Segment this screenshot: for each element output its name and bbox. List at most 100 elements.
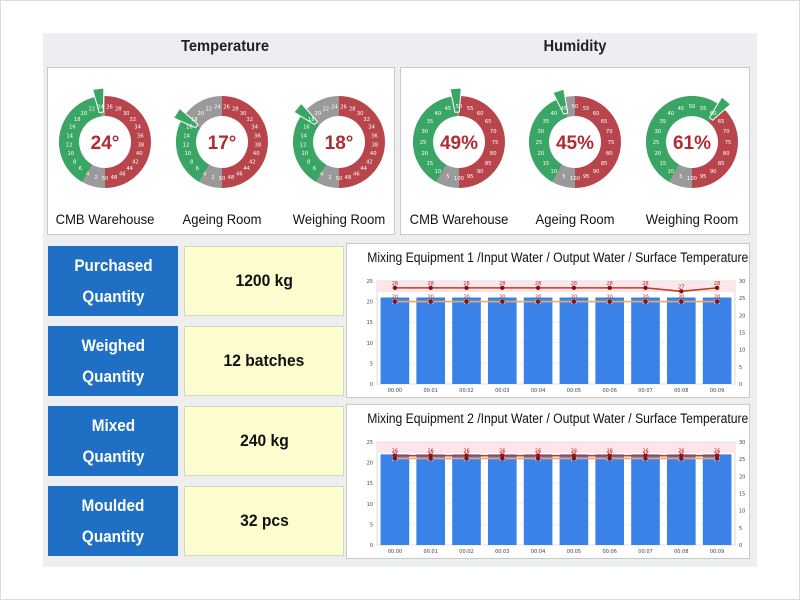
gauge-scale-label: 18 <box>308 117 315 123</box>
bar <box>452 454 481 545</box>
gauge-scale-label: 40 <box>136 151 143 157</box>
bar <box>380 454 410 545</box>
gauge-scale-label: 60 <box>710 111 717 117</box>
gauge-scale-label: 25 <box>536 140 543 146</box>
series-point <box>571 456 577 461</box>
series-point <box>428 299 433 304</box>
bar <box>380 297 410 384</box>
series-point <box>535 285 541 291</box>
point-value-label: 28 <box>463 281 469 287</box>
kpi-label-mixed: Mixed Quantity <box>48 406 178 476</box>
gauge-label: CMB Warehouse <box>55 211 155 227</box>
gauge-scale-label: 85 <box>601 161 608 167</box>
x-tick-label: 00:02 <box>459 549 473 555</box>
point-value-label: 28 <box>392 281 398 287</box>
series-point <box>500 285 505 291</box>
gauge-scale-label: 2 <box>211 175 214 181</box>
x-tick-label: 00:09 <box>710 388 724 394</box>
point-value-label: 26 <box>642 449 648 455</box>
bar <box>559 297 589 384</box>
x-tick-label: 00:07 <box>638 549 652 555</box>
gauge-scale-label: 90 <box>710 169 717 175</box>
point-value-label: 27 <box>678 284 684 290</box>
gauge-scale-label: 40 <box>668 111 675 117</box>
gauge-scale-label: 55 <box>700 106 707 112</box>
gauge-pointer <box>293 102 318 126</box>
gauge-scale-label: 16 <box>186 125 193 131</box>
gauge-label: Ageing Room <box>182 211 262 227</box>
gauge-scale-label: 45 <box>678 106 685 112</box>
gauge-scale-label: 20 <box>315 111 322 117</box>
gauge-scale-label: 85 <box>485 161 492 167</box>
gauge-scale-label: 35 <box>427 119 434 125</box>
chart-mixing-1: Mixing Equipment 1 /Input Water / Output… <box>346 243 750 398</box>
kpi-value-text: 240 kg <box>239 431 289 450</box>
gauge-center <box>434 117 484 167</box>
gauge-scale-label: 46 <box>353 172 360 178</box>
gauge-scale-label: 26 <box>106 104 113 110</box>
gauge-scale-label: 30 <box>240 111 247 117</box>
gauge-scale-label: 80 <box>606 151 613 157</box>
y2-tick-label: 0 <box>739 382 742 388</box>
kpi-value-moulded: 32 pcs <box>184 486 344 556</box>
gauge-scale-label: 35 <box>660 119 667 125</box>
gauge-scale-label: 2 <box>328 175 331 181</box>
y-tick-label: 10 <box>367 502 373 508</box>
kpi-value-text: 1200 kg <box>235 271 293 290</box>
gauge-label: Weighing Room <box>292 211 386 227</box>
gauge-scale-label: 70 <box>606 129 613 135</box>
x-tick-label: 00:02 <box>459 388 473 394</box>
y2-tick-label: 25 <box>739 457 745 463</box>
y2-tick-label: 30 <box>739 440 745 446</box>
temperature-title: Temperature <box>180 38 270 55</box>
gauge-scale-label: 90 <box>477 169 484 175</box>
point-value-label: 20 <box>571 295 577 301</box>
bar <box>523 297 553 384</box>
gauge-scale-label: 36 <box>137 133 144 139</box>
gauge-scale-label: 10 <box>668 169 675 175</box>
x-tick-label: 00:00 <box>388 388 402 394</box>
bar <box>666 297 696 384</box>
y2-tick-label: 10 <box>739 348 745 354</box>
series-point <box>679 456 684 461</box>
gauge-scale-label: 46 <box>119 172 126 178</box>
kpi-label-line2: Quantity <box>81 367 145 386</box>
gauge-scale-label: 12 <box>300 142 307 148</box>
gauge-scale-label: 95 <box>700 174 707 180</box>
bar <box>595 454 625 545</box>
gauge-scale-label: 24 <box>214 104 221 110</box>
gauge-scale-label: 38 <box>255 142 262 148</box>
gauge-scale-label: 32 <box>129 117 136 123</box>
gauge-value: 18° <box>325 133 354 154</box>
gauge-scale-label: 100 <box>570 176 580 182</box>
series-point <box>571 285 577 291</box>
gauge-scale-label: 28 <box>115 107 122 113</box>
point-value-label: 21 <box>499 451 505 457</box>
bar <box>487 454 517 545</box>
temp-gauge-cmb: 2 4 6 8 10 12 14 16 18 20 22 24 26 28 30 32 34 36 38 40 42 44… <box>50 80 160 230</box>
gauge-scale-label: 5 <box>562 174 565 180</box>
point-value-label: 21 <box>428 451 434 457</box>
x-tick-label: 00:05 <box>567 388 581 394</box>
gauge-scale-label: 15 <box>543 161 550 167</box>
y-tick-label: 0 <box>370 382 373 388</box>
gauge-label: Ageing Room <box>535 211 615 227</box>
gauge-scale-label: 15 <box>427 161 434 167</box>
gauge-scale-label: 36 <box>254 133 261 139</box>
gauge-scale-label: 8 <box>73 159 76 165</box>
kpi-value-text: 32 pcs <box>239 511 289 530</box>
point-value-label: 21 <box>607 451 613 457</box>
series-point <box>464 456 469 461</box>
bar <box>487 297 517 384</box>
gauge-scale-label: 48 <box>228 175 235 181</box>
series-point <box>607 456 612 461</box>
gauge-scale-label: 50 <box>572 104 579 110</box>
gauge-value: 17° <box>208 133 237 154</box>
gauge-scale-label: 25 <box>420 140 427 146</box>
point-value-label: 21 <box>571 451 577 457</box>
point-value-label: 20 <box>392 295 398 301</box>
bar <box>666 454 696 545</box>
gauge-scale-label: 85 <box>718 161 725 167</box>
y2-tick-label: 20 <box>739 313 745 319</box>
